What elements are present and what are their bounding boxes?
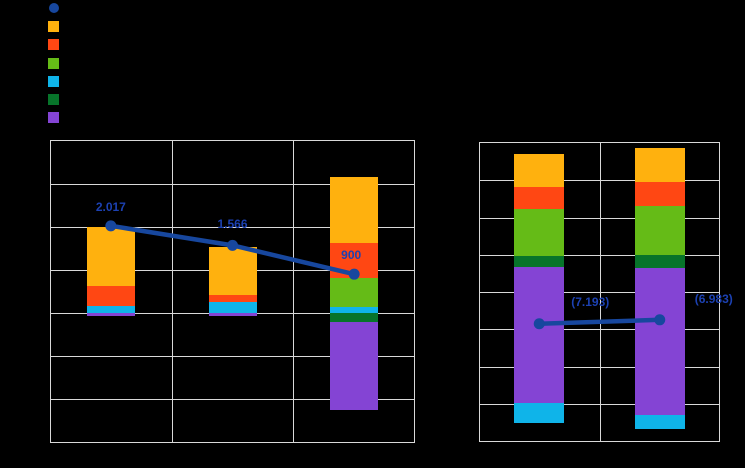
- bar-segment-green: [634, 206, 685, 256]
- green-legend-swatch: [48, 57, 59, 69]
- purple-legend-swatch: [48, 112, 59, 124]
- bar-segment-orange-red: [86, 285, 135, 306]
- bar-segment-purple: [514, 266, 565, 403]
- legend: [48, 0, 62, 130]
- bar-segment-dark-green: [330, 313, 379, 323]
- horizontal-gridline: [51, 184, 414, 185]
- bar-segment-purple: [634, 268, 685, 416]
- vertical-gridline: [293, 141, 294, 442]
- horizontal-gridline: [51, 399, 414, 400]
- bar-segment-cyan: [208, 302, 257, 313]
- bar-segment-cyan: [86, 305, 135, 314]
- right-chart-plot: [479, 142, 720, 442]
- bar-segment-purple: [208, 312, 257, 316]
- bar-segment-orange-red: [208, 294, 257, 303]
- net-line-data-label: 900: [341, 248, 362, 263]
- orange-red-legend-swatch: [48, 39, 59, 51]
- bar-segment-cyan: [634, 415, 685, 430]
- bar-segment-green: [330, 278, 379, 308]
- bar-segment-amber: [634, 148, 685, 183]
- bar-segment-amber: [208, 247, 257, 295]
- net-line-legend-swatch: [49, 3, 59, 13]
- net-line-data-label: 1.566: [217, 217, 248, 232]
- bar-segment-cyan: [330, 307, 379, 314]
- bar-segment-amber: [514, 154, 565, 187]
- bar-segment-orange-red: [634, 182, 685, 207]
- horizontal-gridline: [51, 356, 414, 357]
- bar-segment-cyan: [514, 403, 565, 423]
- net-line-data-label: (7.193): [571, 294, 610, 309]
- bar-segment-orange-red: [514, 187, 565, 210]
- bar-segment-green: [514, 209, 565, 256]
- cyan-legend-swatch: [48, 75, 59, 87]
- bar-segment-amber: [330, 177, 379, 243]
- bar-segment-purple: [86, 313, 135, 317]
- vertical-gridline: [172, 141, 173, 442]
- bar-segment-purple: [330, 322, 379, 411]
- net-line-data-label: (6.983): [694, 291, 733, 306]
- vertical-gridline: [599, 143, 601, 441]
- amber-legend-swatch: [48, 21, 59, 33]
- bar-segment-amber: [86, 227, 135, 286]
- dark-green-legend-swatch: [48, 94, 59, 105]
- left-chart-plot: [50, 140, 415, 443]
- bar-segment-dark-green: [514, 256, 565, 267]
- bar-segment-dark-green: [634, 255, 685, 269]
- net-line-data-label: 2.017: [95, 199, 126, 214]
